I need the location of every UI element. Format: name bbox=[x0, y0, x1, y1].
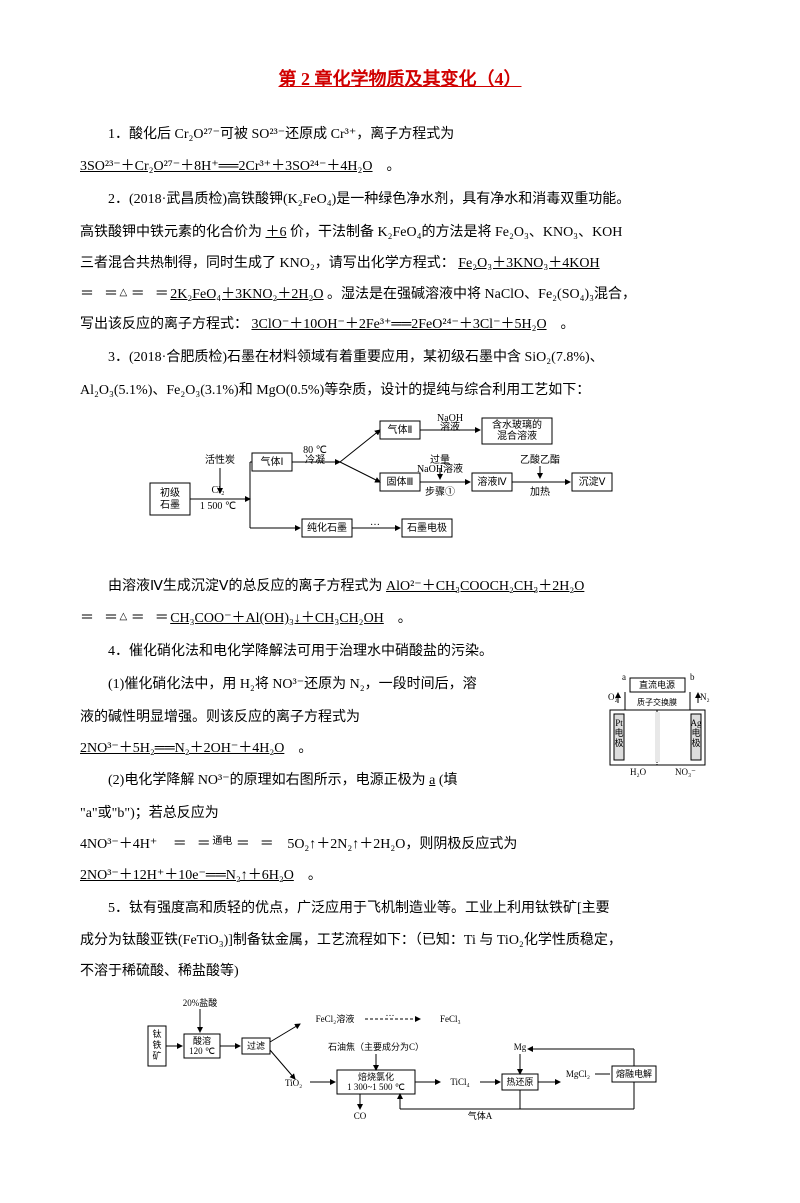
q1-answer-line: 3SO²³⁻＋Cr₂O²⁷⁻＋8H⁺══2Cr³⁺＋3SO²⁴⁻＋4H₂O 。 bbox=[80, 152, 720, 183]
svg-text:步骤①: 步骤① bbox=[425, 486, 455, 498]
svg-text:NaOH溶液: NaOH溶液 bbox=[437, 413, 463, 433]
svg-text:酸溶120 ℃: 酸溶120 ℃ bbox=[189, 1035, 215, 1056]
q4-blank: a bbox=[429, 773, 435, 788]
svg-text:FeCl₂溶液: FeCl₂溶液 bbox=[316, 1013, 355, 1024]
q2-eq2: 3ClO⁻＋10OH⁻＋2Fe³⁺══2FeO²⁴⁻＋3Cl⁻＋5H₂O bbox=[252, 317, 547, 332]
page-title: 第 2 章化学物质及其变化（4） bbox=[80, 60, 720, 100]
svg-text:气体Ⅰ: 气体Ⅰ bbox=[261, 455, 284, 468]
q5-l3: 不溶于稀硫酸、稀盐酸等) bbox=[80, 957, 720, 988]
svg-text:乙酸乙酯: 乙酸乙酯 bbox=[520, 453, 560, 466]
q4-eq2-line: 4NO³⁻＋4H⁺ ＝ ＝ 通电 ＝ ＝ 5O₂↑＋2N₂↑＋2H₂O，则阴极反… bbox=[80, 830, 720, 861]
svg-text:质子交换膜: 质子交换膜 bbox=[637, 697, 677, 707]
svg-text:沉淀Ⅴ: 沉淀Ⅴ bbox=[579, 475, 606, 488]
svg-text:石墨电极: 石墨电极 bbox=[407, 521, 447, 534]
svg-text:钛铁矿: 钛铁矿 bbox=[152, 1028, 161, 1061]
q1-stem: 1．酸化后 Cr₂O²⁷⁻可被 SO²³⁻还原成 Cr³⁺，离子方程式为 bbox=[108, 127, 454, 142]
svg-text:a: a bbox=[622, 672, 626, 682]
svg-text:N₂: N₂ bbox=[700, 692, 710, 702]
svg-text:O₂: O₂ bbox=[608, 692, 618, 702]
svg-text:初级石墨: 初级石墨 bbox=[160, 486, 180, 511]
svg-text:石油焦（主要成分为C）: 石油焦（主要成分为C） bbox=[328, 1041, 424, 1052]
svg-text:…: … bbox=[370, 517, 380, 528]
q4-eq3-line: 2NO³⁻＋12H⁺＋10e⁻══N₂↑＋6H₂O 。 bbox=[80, 861, 720, 892]
q2-l1: 2．(2018·武昌质检)高铁酸钾(K₂FeO₄)是一种绿色净水剂，具有净水和消… bbox=[80, 185, 720, 216]
svg-text:Ag电极: Ag电极 bbox=[691, 718, 702, 748]
q2-eq1-right: 2K₂FeO₄＋3KNO₂＋2H₂O bbox=[170, 287, 323, 302]
svg-text:CO: CO bbox=[354, 1111, 367, 1121]
svg-text:活性炭: 活性炭 bbox=[205, 453, 235, 466]
q2-l5: 写出该反应的离子方程式： 3ClO⁻＋10OH⁻＋2Fe³⁺══2FeO²⁴⁻＋… bbox=[80, 310, 720, 341]
svg-text:纯化石墨: 纯化石墨 bbox=[307, 521, 347, 534]
q2-eq1-left: Fe₂O₃＋3KNO₃＋4KOH bbox=[458, 256, 599, 271]
svg-text:焙烧氯化1 300~1 500 ℃: 焙烧氯化1 300~1 500 ℃ bbox=[347, 1071, 405, 1092]
svg-text:Cl₂: Cl₂ bbox=[212, 485, 225, 496]
svg-text:直流电源: 直流电源 bbox=[639, 679, 675, 690]
svg-text:热还原: 热还原 bbox=[506, 1076, 533, 1087]
q4-eq1: 2NO³⁻＋5H₂══N₂＋2OH⁻＋4H₂O bbox=[80, 741, 284, 756]
q3-eq-cont: ＝ ＝ △ ＝ ＝ CH₃COO⁻＋Al(OH)₃↓＋CH₃CH₂OH 。 bbox=[80, 604, 720, 635]
svg-text:NO₃⁻: NO₃⁻ bbox=[675, 767, 696, 777]
q3-flow-diagram: 初级石墨 Cl₂ 1 500 ℃ 活性炭 气体Ⅰ 80 ℃冷凝 气体Ⅱ NaOH… bbox=[80, 413, 720, 566]
svg-text:80 ℃冷凝: 80 ℃冷凝 bbox=[303, 445, 327, 466]
svg-text:固体Ⅲ: 固体Ⅲ bbox=[387, 476, 414, 488]
svg-text:Pt电极: Pt电极 bbox=[614, 718, 623, 748]
q5-l1: 5．钛有强度高和质轻的优点，广泛应用于飞机制造业等。工业上利用钛铁矿[主要 bbox=[80, 894, 720, 925]
q3-l2: Al₂O₃(5.1%)、Fe₂O₃(3.1%)和 MgO(0.5%)等杂质，设计… bbox=[80, 376, 720, 407]
svg-text:溶液Ⅳ: 溶液Ⅳ bbox=[477, 475, 507, 488]
q4-l4: "a"或"b")；若总反应为 bbox=[80, 799, 720, 830]
q2-l3: 三者混合共热制得，同时生成了 KNO₂，请写出化学方程式： Fe₂O₃＋3KNO… bbox=[80, 249, 720, 280]
svg-text:Mg: Mg bbox=[514, 1042, 527, 1052]
svg-text:…: … bbox=[386, 1008, 395, 1018]
svg-text:含水玻璃的混合溶液: 含水玻璃的混合溶液 bbox=[492, 418, 542, 442]
triangle-icon: △ bbox=[120, 611, 128, 622]
q1-text: 1．酸化后 Cr₂O²⁷⁻可被 SO²³⁻还原成 Cr³⁺，离子方程式为 bbox=[80, 120, 720, 151]
svg-text:加热: 加热 bbox=[530, 485, 550, 498]
svg-text:H₂O: H₂O bbox=[630, 767, 647, 777]
q5-l2: 成分为钛酸亚铁(FeTiO₃)]制备钛金属，工艺流程如下：（已知：Ti 与 Ti… bbox=[80, 926, 720, 957]
q4-l0: 4．催化硝化法和电化学降解法可用于治理水中硝酸盐的污染。 bbox=[80, 637, 720, 668]
q1-answer: 3SO²³⁻＋Cr₂O²⁷⁻＋8H⁺══2Cr³⁺＋3SO²⁴⁻＋4H₂O bbox=[80, 159, 373, 174]
svg-text:20%盐酸: 20%盐酸 bbox=[183, 997, 218, 1008]
svg-text:1 500 ℃: 1 500 ℃ bbox=[200, 501, 236, 512]
q2-eq1-cont: ＝ ＝ △ ＝ ＝ 2K₂FeO₄＋3KNO₂＋2H₂O 。湿法是在强碱溶液中将… bbox=[80, 280, 720, 311]
svg-text:气体Ⅱ: 气体Ⅱ bbox=[388, 423, 413, 436]
svg-text:FeCl₃: FeCl₃ bbox=[440, 1014, 461, 1024]
svg-text:气体A: 气体A bbox=[468, 1110, 493, 1121]
svg-text:TiO₂: TiO₂ bbox=[285, 1078, 302, 1088]
q4-cell-diagram: 直流电源 a b O₂ N₂ 质子交换膜 Pt电极 Ag电极 H₂O NO₃⁻ bbox=[600, 670, 720, 793]
q5-flow-diagram: 20%盐酸 钛铁矿 酸溶120 ℃ 过滤 FeCl₂溶液 … FeCl₃ TiO… bbox=[80, 994, 720, 1137]
q3-l1: 3．(2018·合肥质检)石墨在材料领域有着重要应用，某初级石墨中含 SiO₂(… bbox=[80, 343, 720, 374]
svg-text:过滤: 过滤 bbox=[247, 1040, 265, 1051]
q3-eq-left: AlO²⁻＋CH₃COOCH₂CH₃＋2H₂O bbox=[386, 579, 584, 594]
svg-text:MgCl₂: MgCl₂ bbox=[566, 1069, 590, 1079]
triangle-icon: △ bbox=[120, 287, 128, 298]
q2-blank1: ＋6 bbox=[266, 225, 287, 240]
svg-text:熔融电解: 熔融电解 bbox=[616, 1068, 652, 1079]
svg-text:b: b bbox=[690, 672, 695, 682]
q3-eq-right: CH₃COO⁻＋Al(OH)₃↓＋CH₃CH₂OH bbox=[170, 611, 384, 626]
q4-eq3: 2NO³⁻＋12H⁺＋10e⁻══N₂↑＋6H₂O bbox=[80, 868, 294, 883]
q3-l3: 由溶液Ⅳ生成沉淀Ⅴ的总反应的离子方程式为 AlO²⁻＋CH₃COOCH₂CH₃＋… bbox=[80, 572, 720, 603]
svg-text:TiCl₄: TiCl₄ bbox=[450, 1077, 469, 1087]
q2-l2: 高铁酸钾中铁元素的化合价为 ＋6 价，干法制备 K₂FeO₄的方法是将 Fe₂O… bbox=[80, 218, 720, 249]
